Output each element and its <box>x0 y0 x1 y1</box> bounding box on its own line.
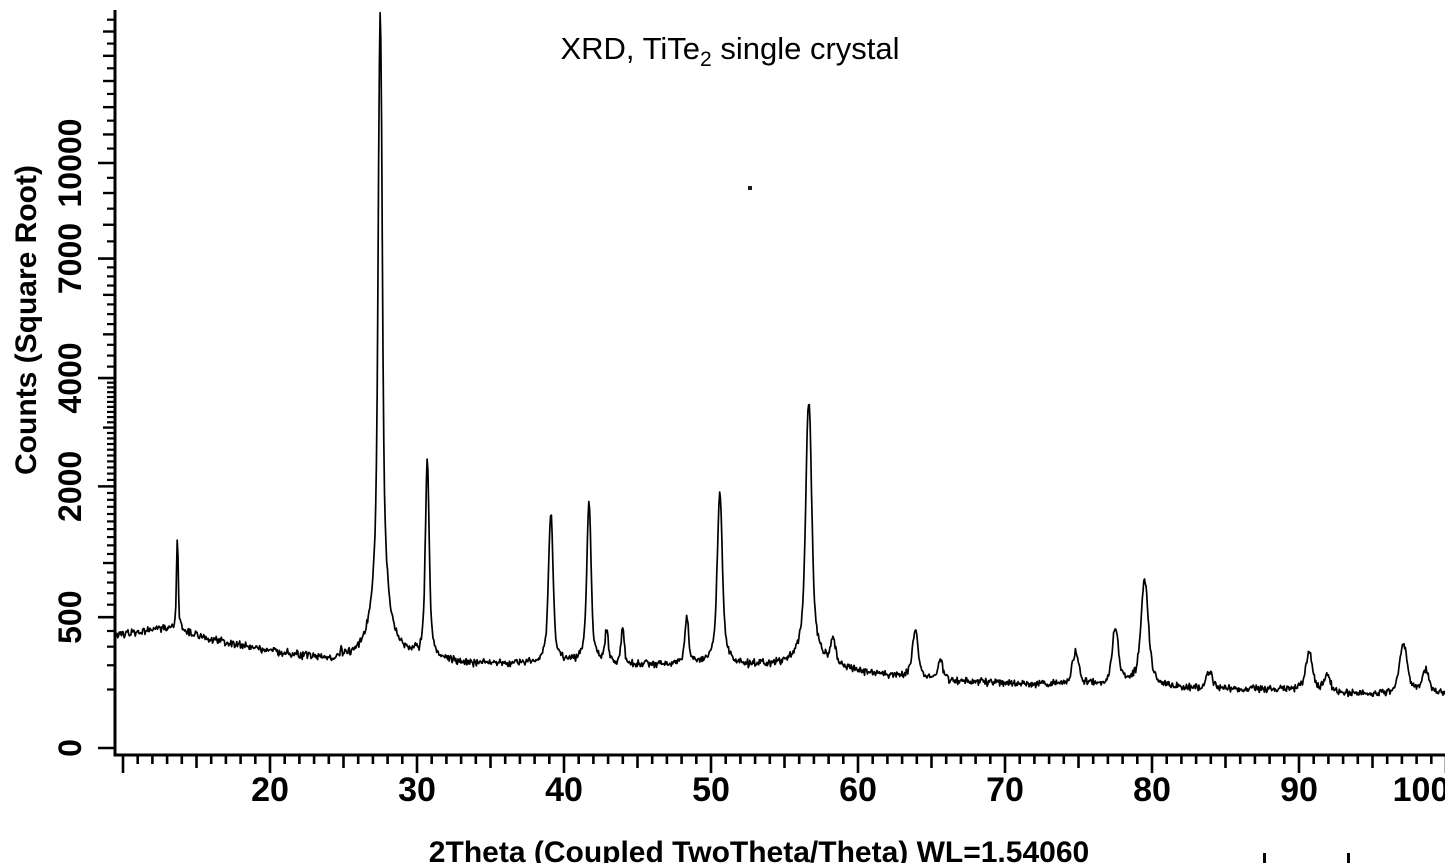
x-tick-label: 90 <box>1280 771 1318 809</box>
chart-title-subscript: 2 <box>700 48 712 72</box>
y-tick-label: 2000 <box>52 451 88 522</box>
x-tick-label: 70 <box>986 771 1024 809</box>
chart-title-prefix: XRD, TiTe <box>560 31 700 66</box>
y-tick-label: 4000 <box>52 342 88 413</box>
y-tick-label: 10000 <box>52 119 88 208</box>
x-tick-label: 20 <box>251 771 289 809</box>
clipped-mark-right <box>1347 853 1350 863</box>
y-tick-label: 0 <box>52 739 88 757</box>
x-tick-label: 100 <box>1393 771 1445 809</box>
chart-title-suffix: single crystal <box>711 31 900 66</box>
stray-dot-artifact <box>748 186 752 190</box>
y-tick-label: 7000 <box>52 223 88 294</box>
y-axis-title: Counts (Square Root) <box>10 165 43 475</box>
x-axis-title: 2Theta (Coupled TwoTheta/Theta) WL=1.540… <box>428 836 1090 863</box>
clipped-mark-left <box>1263 853 1266 863</box>
x-tick-label: 50 <box>692 771 730 809</box>
x-tick-label: 40 <box>545 771 583 809</box>
chart-title: XRD, TiTe2 single crystal <box>560 31 899 72</box>
diffraction-trace <box>114 11 1445 698</box>
y-tick-label: 500 <box>52 590 88 643</box>
x-tick-label: 80 <box>1133 771 1171 809</box>
x-tick-label: 60 <box>839 771 877 809</box>
x-tick-label: 30 <box>398 771 436 809</box>
